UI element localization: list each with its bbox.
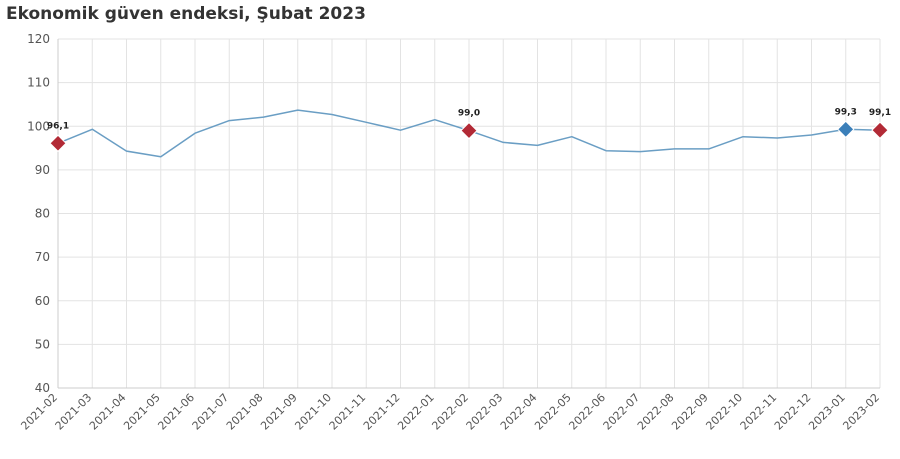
highlight-markers: 96,1 99,0 99,3 99,1 (47, 107, 891, 152)
y-tick-label: 50 (35, 337, 50, 351)
chart-title: Ekonomik güven endeksi, Şubat 2023 (6, 4, 366, 24)
x-tick-label: 2021-10 (292, 391, 334, 433)
x-tick-label: 2022-09 (669, 391, 711, 433)
y-tick-label: 120 (27, 32, 50, 46)
y-tick-label: 90 (35, 163, 50, 177)
data-label: 99,0 (458, 109, 480, 119)
x-tick-label: 2022-06 (566, 391, 608, 433)
x-tick-label: 2022-01 (395, 391, 437, 433)
y-tick-label: 60 (35, 294, 50, 308)
x-tick-label: 2022-11 (738, 391, 780, 433)
x-tick-label: 2022-05 (532, 391, 574, 433)
x-tick-label: 2022-07 (601, 391, 643, 433)
y-tick-label: 70 (35, 250, 50, 264)
data-label: 96,1 (47, 121, 69, 131)
x-tick-label: 2021-05 (121, 391, 163, 433)
x-tick-label: 2022-08 (635, 391, 677, 433)
highlight-marker (49, 134, 67, 152)
x-tick-label: 2021-06 (155, 391, 197, 433)
y-tick-label: 40 (35, 381, 50, 395)
x-tick-label: 2021-09 (258, 391, 300, 433)
x-tick-label: 2022-03 (464, 391, 506, 433)
x-tick-label: 2023-02 (840, 391, 882, 433)
highlight-marker (871, 121, 889, 139)
x-axis-ticks: 2021-022021-032021-042021-052021-062021-… (18, 391, 882, 433)
x-tick-label: 2021-11 (327, 391, 369, 433)
x-tick-label: 2021-12 (361, 391, 403, 433)
y-tick-label: 100 (27, 119, 50, 133)
y-axis-ticks: 40 50 60 70 80 90 100 110 120 (27, 32, 50, 395)
grid (57, 38, 881, 389)
x-tick-label: 2021-07 (190, 391, 232, 433)
data-label: 99,1 (869, 108, 891, 118)
y-tick-label: 80 (35, 207, 50, 221)
x-tick-label: 2021-03 (53, 391, 95, 433)
x-tick-label: 2022-02 (429, 391, 471, 433)
data-label: 99,3 (835, 107, 857, 117)
y-tick-label: 110 (27, 76, 50, 90)
x-tick-label: 2022-04 (498, 391, 540, 433)
x-tick-label: 2021-08 (224, 391, 266, 433)
x-tick-label: 2022-10 (703, 391, 745, 433)
highlight-marker (460, 121, 478, 140)
x-tick-label: 2021-04 (87, 391, 129, 433)
x-tick-label: 2021-02 (18, 391, 60, 433)
highlight-marker (837, 120, 855, 139)
x-tick-label: 2023-01 (806, 391, 848, 433)
x-tick-label: 2022-12 (772, 391, 814, 433)
